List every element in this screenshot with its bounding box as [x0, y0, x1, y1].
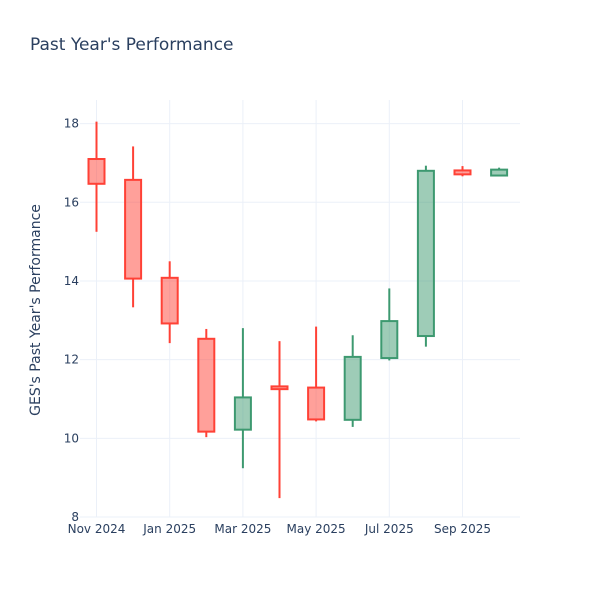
candle — [233, 328, 252, 469]
x-tick-label: Sep 2025 — [434, 522, 491, 536]
y-tick-label: 8 — [71, 510, 79, 524]
x-axis-ticks: Nov 2024 Jan 2025 Mar 2025 May 2025 Jul 2025… — [68, 522, 491, 536]
y-tick-label: 12 — [64, 353, 79, 367]
x-tick-label: Nov 2024 — [68, 522, 126, 536]
candle-body — [490, 168, 509, 177]
candle-body — [307, 386, 326, 421]
candle — [343, 335, 362, 427]
candle-body — [380, 320, 399, 360]
candles — [87, 121, 509, 499]
candle — [307, 326, 326, 422]
candle-body — [343, 355, 362, 421]
candle-body — [124, 178, 143, 280]
y-tick-label: 14 — [64, 274, 79, 288]
candle — [380, 288, 399, 361]
y-tick-label: 16 — [64, 195, 79, 209]
candle — [416, 165, 435, 347]
candle — [453, 166, 472, 177]
candle-body — [416, 169, 435, 338]
grid — [80, 100, 520, 518]
candle — [270, 341, 289, 499]
candle-body — [197, 337, 216, 433]
x-tick-label: May 2025 — [287, 522, 346, 536]
y-tick-label: 10 — [64, 431, 79, 445]
candle — [160, 261, 179, 344]
chart-title: Past Year's Performance — [30, 35, 234, 55]
y-axis-title: GES's Past Year's Performance — [28, 204, 44, 416]
x-tick-label: Jul 2025 — [364, 522, 414, 536]
candle-body — [87, 158, 106, 185]
candle-body — [233, 396, 252, 431]
y-axis-ticks: 8 10 12 14 16 18 — [64, 117, 79, 524]
candle-body — [160, 276, 179, 325]
candle-body — [453, 169, 472, 176]
candle — [87, 121, 106, 232]
x-tick-label: Jan 2025 — [142, 522, 196, 536]
candle-body — [270, 385, 289, 391]
candle — [124, 146, 143, 308]
candle — [490, 167, 509, 177]
candle — [197, 328, 216, 438]
y-tick-label: 18 — [64, 117, 79, 131]
x-tick-label: Mar 2025 — [214, 522, 271, 536]
